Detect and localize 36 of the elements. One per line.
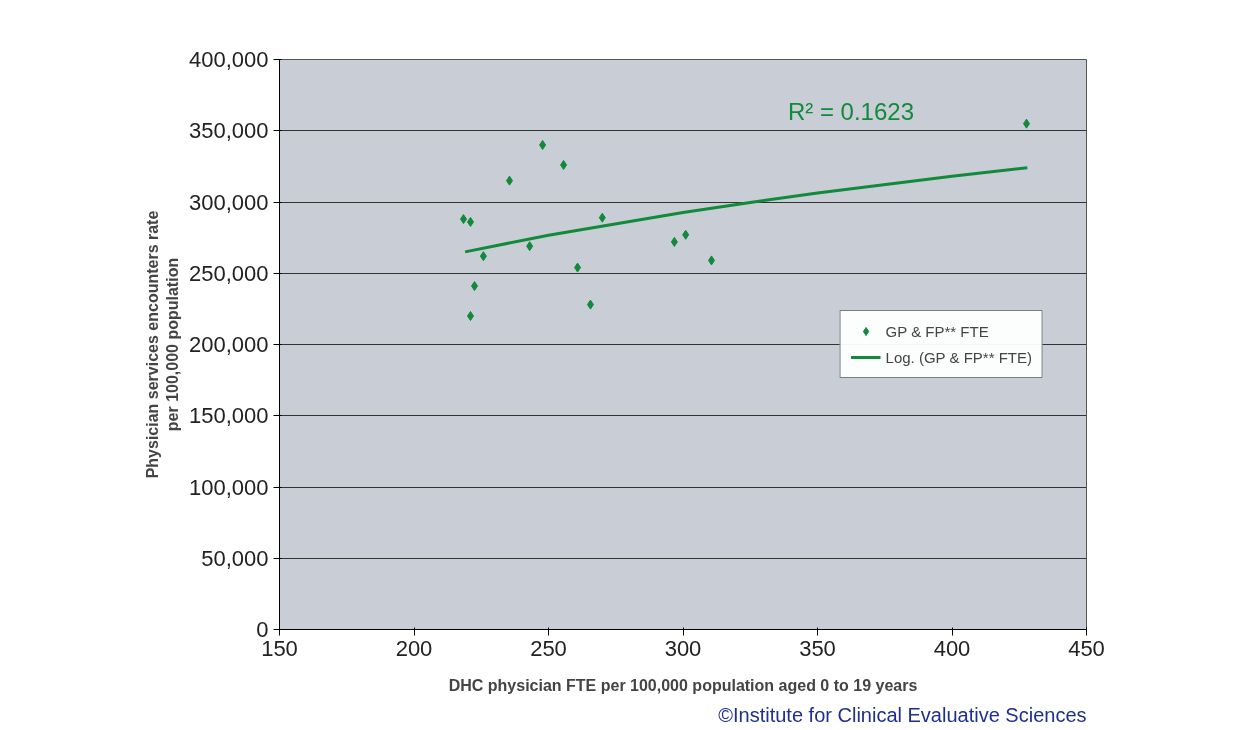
point bbox=[560, 159, 568, 170]
y-tick-label: 150,000 bbox=[188, 403, 269, 429]
x-tick-label: 200 bbox=[395, 635, 433, 661]
y-tick-label: 250,000 bbox=[188, 260, 269, 286]
x-tick-label: 350 bbox=[799, 635, 836, 661]
point bbox=[466, 216, 474, 227]
x-tick-label: 300 bbox=[664, 635, 702, 661]
legend-label: GP & FP** FTE bbox=[885, 322, 989, 340]
x-axis-title: DHC physician FTE per 100,000 population aged 0 to 19 years bbox=[448, 676, 918, 694]
x-tick-label: 400 bbox=[933, 635, 971, 661]
point bbox=[466, 311, 474, 321]
annotation: R² = 0.1623 bbox=[787, 98, 914, 126]
x-tick-label: 450 bbox=[1068, 635, 1105, 661]
point bbox=[598, 212, 606, 223]
point bbox=[471, 281, 479, 292]
y-tick-label: 400,000 bbox=[188, 47, 269, 72]
point bbox=[479, 251, 487, 262]
point bbox=[586, 299, 594, 310]
text: ©Institute for Clinical Evaluative Sciences bbox=[718, 703, 1087, 726]
point bbox=[682, 229, 690, 240]
point bbox=[574, 262, 582, 273]
y-tick-label: 300,000 bbox=[188, 189, 269, 215]
point bbox=[708, 255, 716, 266]
y-tick-label: 350,000 bbox=[188, 118, 269, 144]
x-tick-label: 250 bbox=[530, 635, 567, 661]
y-tick-label: 0 bbox=[256, 617, 269, 642]
point bbox=[505, 175, 513, 186]
legend-label: Log. (GP & FP** FTE) bbox=[885, 348, 1032, 366]
y-tick-label: 50,000 bbox=[201, 545, 269, 571]
point bbox=[670, 236, 678, 247]
point bbox=[539, 140, 547, 150]
y-axis-title: Physician services encounters rate per 100,000 population bbox=[143, 210, 181, 479]
point bbox=[526, 241, 534, 252]
point bbox=[1023, 118, 1031, 129]
y-tick-label: 100,000 bbox=[188, 474, 269, 500]
y-tick-label: 200,000 bbox=[188, 332, 269, 357]
